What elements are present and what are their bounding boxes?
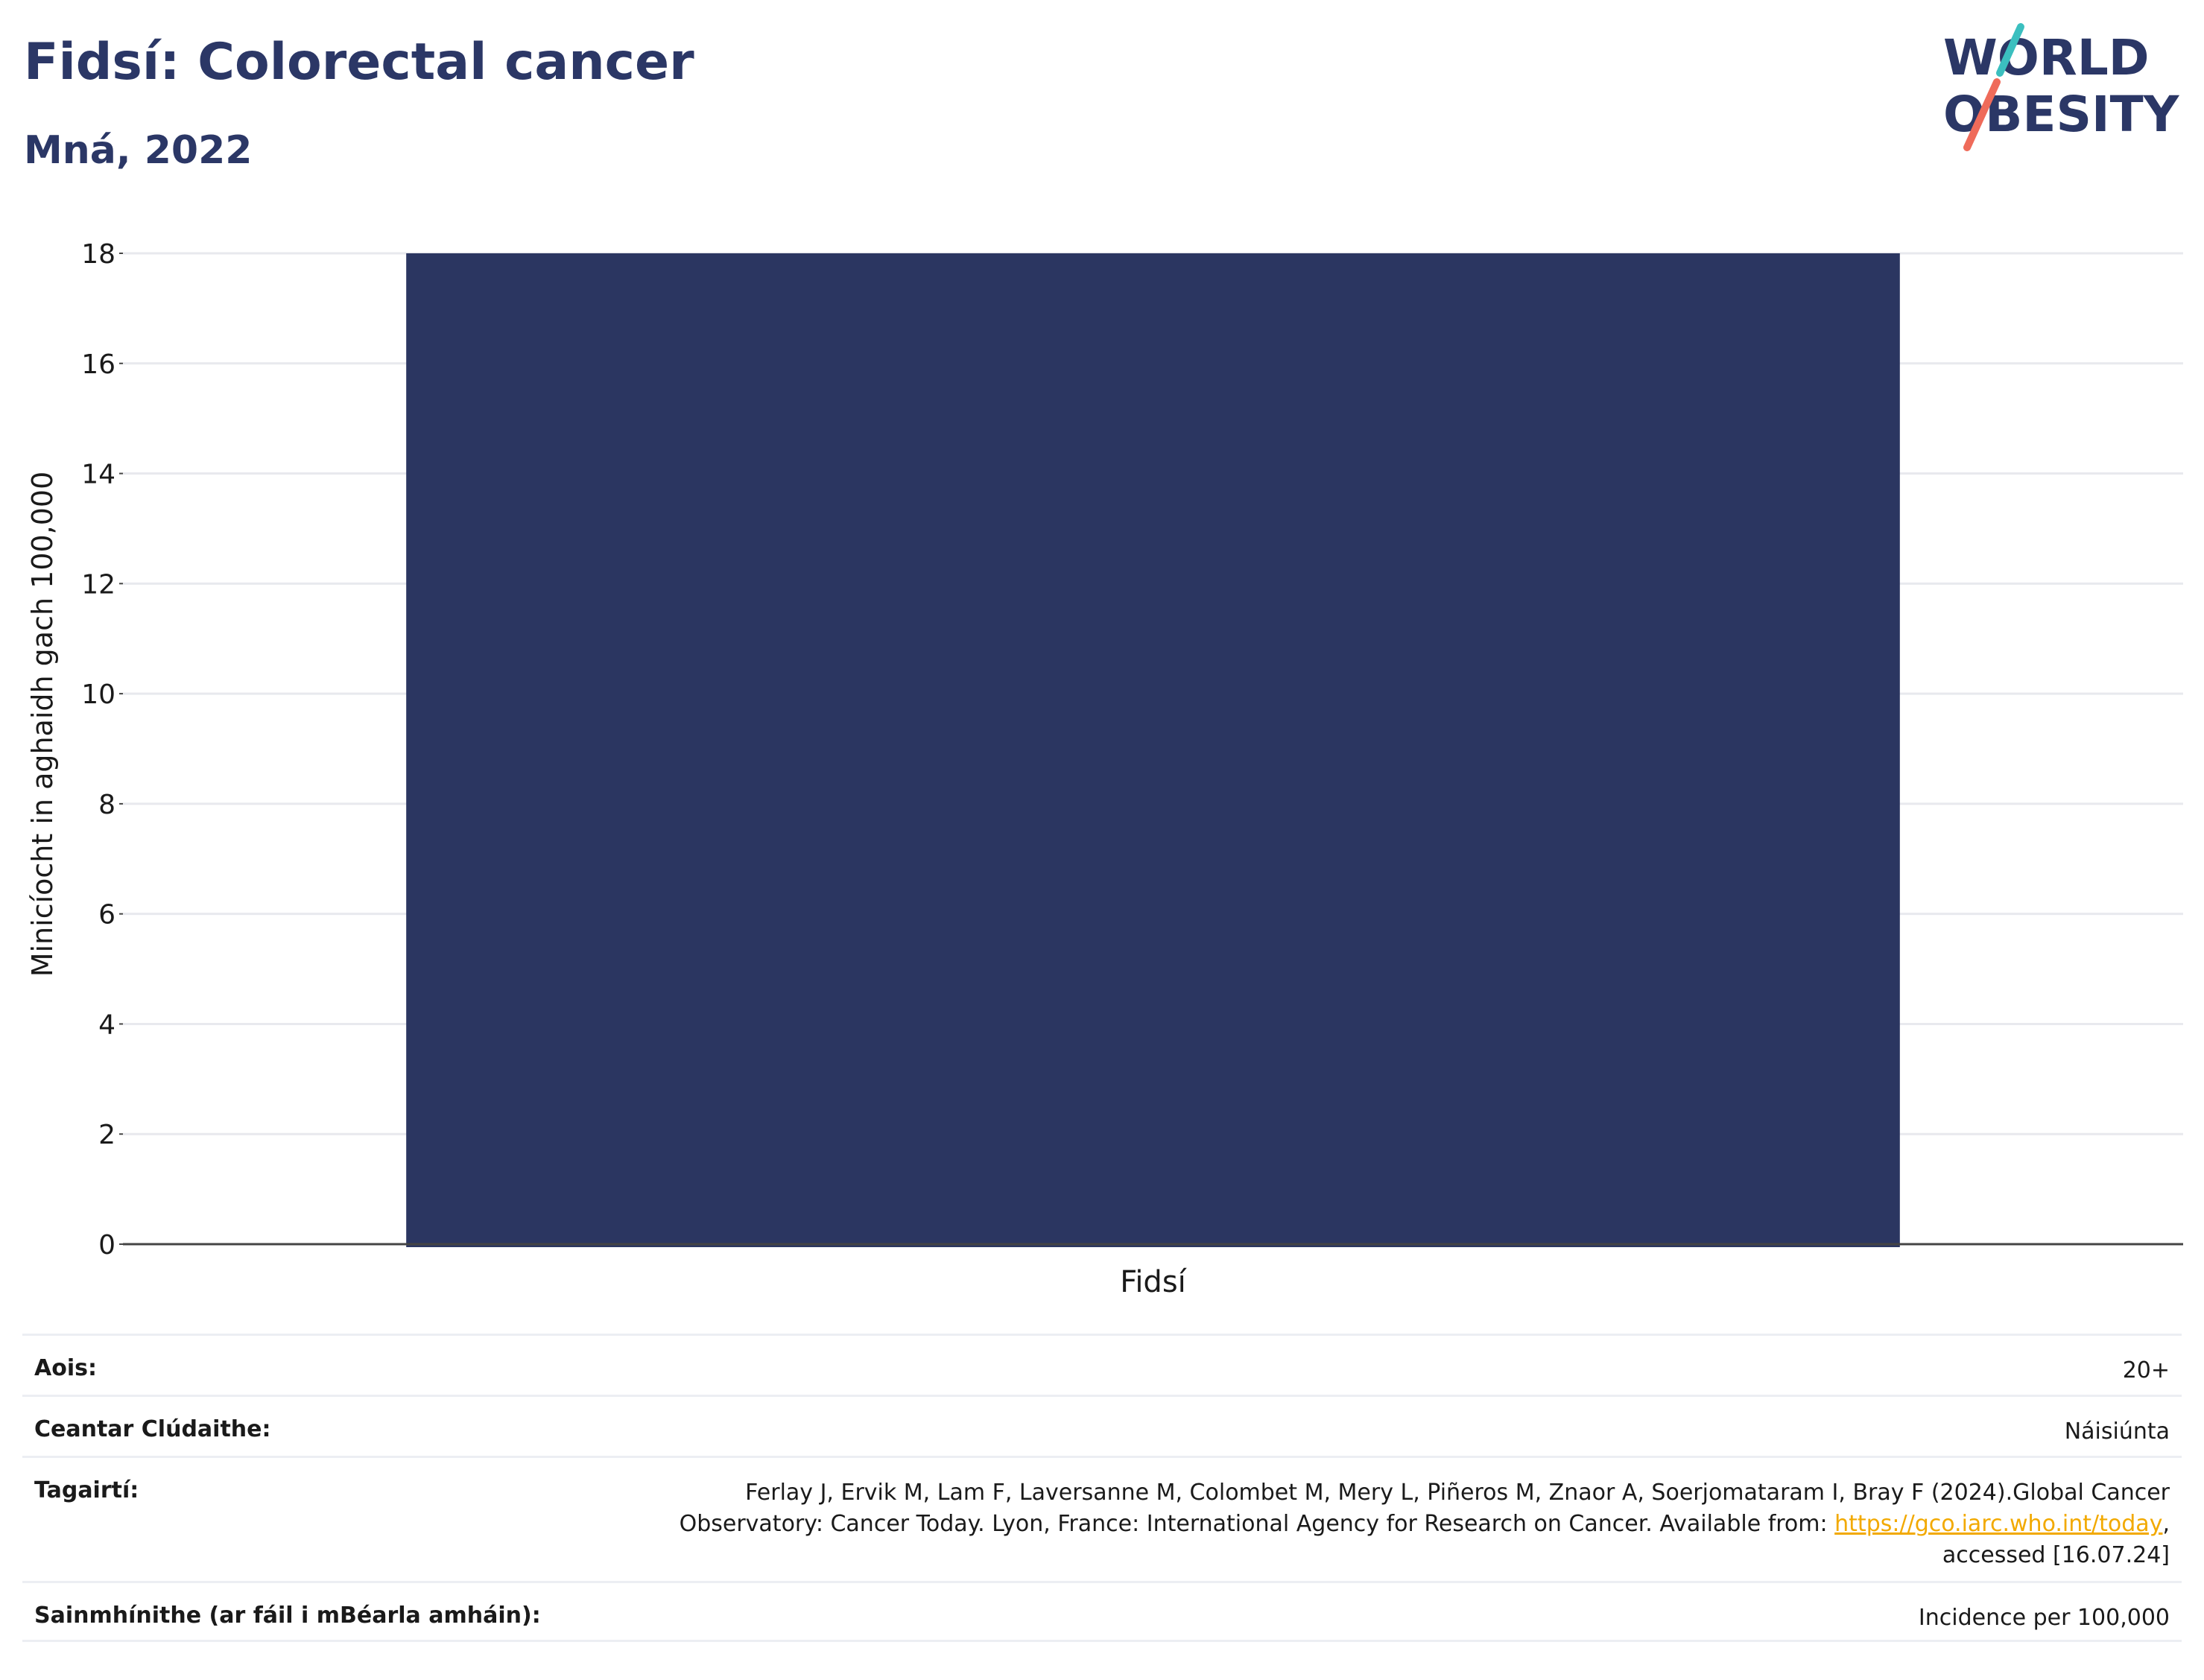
y-tick-label: 0 [98, 1230, 115, 1261]
axes: 0 2 4 6 8 10 12 14 16 18 Fidsí [81, 239, 2183, 1299]
info-label: Sainmhínithe (ar fáil i mBéarla amháin): [34, 1603, 541, 1629]
info-label: Ceantar Clúdaithe: [34, 1416, 271, 1442]
world-obesity-logo: WORLD OBESITY [1943, 23, 2180, 151]
info-value: 20+ [2122, 1357, 2170, 1383]
chart-subtitle: Mná, 2022 [24, 128, 253, 173]
reference-comma: , [2162, 1511, 2170, 1537]
y-tick-label: 16 [81, 349, 115, 380]
y-tick-label: 14 [81, 460, 115, 490]
logo-line1: WORLD [1943, 29, 2150, 86]
x-tick-label: Fidsí [1120, 1265, 1187, 1299]
info-value: Náisiúnta [2064, 1419, 2170, 1445]
info-value-reference: Ferlay J, Ervik M, Lam F, Laversanne M, … [680, 1477, 2170, 1571]
bars [406, 253, 1900, 1247]
info-row-definitions: Sainmhínithe (ar fáil i mBéarla amháin):… [22, 1581, 2182, 1642]
y-tick-label: 6 [98, 900, 115, 931]
info-value: Incidence per 100,000 [1918, 1605, 2170, 1631]
info-label: Aois: [34, 1355, 97, 1381]
y-tick-label: 8 [98, 790, 115, 820]
y-tick-label: 12 [81, 569, 115, 600]
chart-title: Fidsí: Colorectal cancer [24, 33, 694, 92]
y-tick-label: 10 [81, 679, 115, 710]
info-label: Tagairtí: [34, 1477, 139, 1503]
bar[interactable] [406, 253, 1900, 1247]
info-row-coverage: Ceantar Clúdaithe: Náisiúnta [22, 1395, 2182, 1456]
info-table: Aois: 20+ Ceantar Clúdaithe: Náisiúnta T… [22, 1334, 2182, 1642]
logo-coral-slash [1963, 78, 2001, 151]
info-row-references: Tagairtí: Ferlay J, Ervik M, Lam F, Lave… [22, 1456, 2182, 1581]
reference-line1: Ferlay J, Ervik M, Lam F, Laversanne M, … [745, 1480, 2170, 1506]
info-row-age: Aois: 20+ [22, 1334, 2182, 1395]
reference-line3: accessed [16.07.24] [1942, 1542, 2170, 1568]
reference-link[interactable]: https://gco.iarc.who.int/today [1834, 1511, 2163, 1537]
y-tick-label: 18 [81, 239, 115, 270]
y-axis-label: Minicíocht in aghaidh gach 100,000 [26, 472, 59, 977]
logo-teal-slash [1996, 23, 2024, 77]
bar-chart: 0 2 4 6 8 10 12 14 16 18 Fidsí Minicíocht in aghai… [26, 239, 2183, 1299]
reference-line2: Observatory: Cancer Today. Lyon, France:… [679, 1511, 1835, 1537]
y-tick-label: 4 [98, 1009, 115, 1040]
y-tick-label: 2 [98, 1120, 115, 1150]
